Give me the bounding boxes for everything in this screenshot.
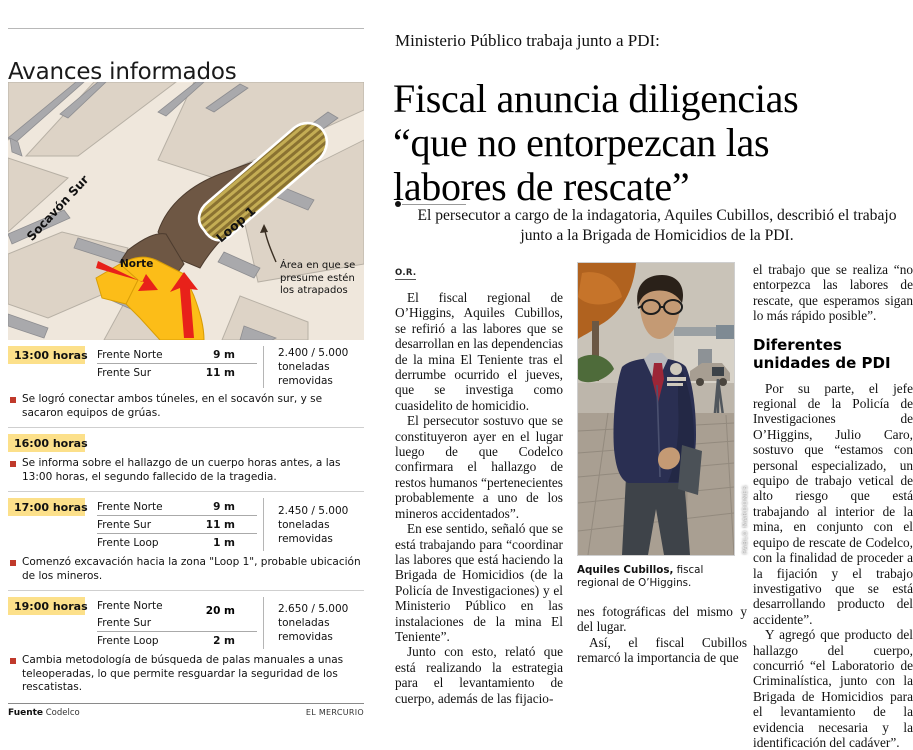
article-panel: Ministerio Público trabaja junto a PDI: … <box>388 0 913 750</box>
front-value: 9 m <box>213 500 235 513</box>
publisher-mark: EL MERCURIO <box>305 708 364 717</box>
photo-credit: PABLO MARDONES <box>741 484 749 554</box>
front-name: Frente Sur <box>97 616 152 629</box>
paragraph: El persecutor sostuvo que se constituyer… <box>395 413 563 521</box>
timeline-entry-1600: 16:00 horas Se informa sobre el hallazgo… <box>8 434 364 486</box>
divider <box>8 491 364 492</box>
table-row: Frente Sur <box>97 614 257 632</box>
caption-text: fiscal regional de O’Higgins. <box>577 564 704 589</box>
infographic-title: Avances informados <box>8 59 237 86</box>
timeline-entry-1900: 19:00 horas Frente Norte Frente Sur Fren… <box>8 597 364 697</box>
bullet-square-icon <box>10 658 16 664</box>
bullet-square-icon <box>10 397 16 403</box>
table-row: Frente Norte 9 m <box>97 498 257 516</box>
front-name: Frente Loop <box>97 536 159 549</box>
article-column-1: O.R. El fiscal regional de O’Higgins, Aq… <box>395 262 563 706</box>
article-deck: El persecutor a cargo de la indagatoria,… <box>417 207 897 244</box>
front-value: 11 m <box>205 518 235 531</box>
headline-line-1: Fiscal anuncia diligencias <box>393 75 799 121</box>
photo-aquiles-cubillos <box>577 262 735 556</box>
section-subheading: Diferentes unidades de PDI <box>753 335 891 372</box>
column-3-body: Por su parte, el jefe regional de la Pol… <box>753 381 913 750</box>
table-row: Frente Sur 11 m <box>97 364 257 381</box>
article-kicker: Ministerio Público trabaja junto a PDI: <box>395 31 660 50</box>
tons-removed: 2.650 / 5.000 toneladas removidas <box>263 597 364 649</box>
tons-removed: 2.400 / 5.000 toneladas removidas <box>263 346 364 388</box>
column-2-body: nes fotográficas del mismo y del lugar. … <box>577 604 747 666</box>
table-row: Frente Norte <box>97 597 257 614</box>
front-value: 1 m <box>213 536 235 549</box>
timeline-time-badge: 19:00 horas <box>8 597 88 615</box>
timeline-time-badge: 16:00 horas <box>8 434 88 452</box>
front-name: Frente Sur <box>97 366 152 379</box>
bullet-square-icon <box>10 461 16 467</box>
photo-figure: PABLO MARDONES <box>577 262 749 558</box>
paragraph: Y agregó que producto del hallazgo del c… <box>753 627 913 750</box>
timeline-note-text: Se informa sobre el hallazgo de un cuerp… <box>22 457 341 483</box>
timeline-note: Cambia metodología de búsqueda de palas … <box>8 654 364 695</box>
article-column-3: el trabajo que se realiza “no entorpezca… <box>753 262 913 750</box>
timeline-note-text: Se logró conectar ambos túneles, en el s… <box>22 393 323 419</box>
tons-removed: 2.450 / 5.000 toneladas removidas <box>263 498 364 551</box>
infographic-top-rule <box>8 28 364 29</box>
paragraph: Por su parte, el jefe regional de la Pol… <box>753 380 913 627</box>
table-row: Frente Loop 2 m <box>97 632 257 649</box>
headline-line-3: labores de rescate” <box>393 163 690 209</box>
source-value: Codelco <box>45 707 80 718</box>
table-row: Frente Loop 1 m <box>97 534 257 551</box>
timeline-entry-1700: 17:00 horas Frente Norte 9 m Frente Sur … <box>8 498 364 585</box>
timeline-note-text: Cambia metodología de búsqueda de palas … <box>22 654 344 693</box>
front-name: Frente Sur <box>97 518 152 531</box>
map-callout-trapped-area: Área en que se presume estén los atrapad… <box>280 260 356 297</box>
divider <box>8 427 364 428</box>
byline: O.R. <box>395 268 417 280</box>
front-value-merged: 20 m <box>205 605 235 617</box>
photo-caption: Aquiles Cubillos, fiscal regional de O’H… <box>577 564 743 590</box>
page-title: Fiscal anuncia diligencias “que no entor… <box>393 75 913 209</box>
front-name: Frente Loop <box>97 634 159 647</box>
article-column-2: PABLO MARDONES Aquiles Cubillos, fiscal … <box>577 262 749 666</box>
column-3-intro: el trabajo que se realiza “no entorpezca… <box>753 262 913 324</box>
front-value: 11 m <box>205 366 235 379</box>
infographic-panel: Avances informados <box>0 0 372 718</box>
front-name: Frente Norte <box>97 348 163 361</box>
paragraph: nes fotográficas del mismo y del lugar. <box>577 604 747 635</box>
timeline-table: 13:00 horas Frente Norte 9 m Frente Sur … <box>8 346 364 718</box>
deck-rule <box>395 200 467 209</box>
front-value: 9 m <box>213 348 235 361</box>
front-name: Frente Norte <box>97 599 163 612</box>
headline-line-2: “que no entorpezcan las <box>393 119 770 165</box>
paragraph: el trabajo que se realiza “no entorpezca… <box>753 262 913 324</box>
table-row: Frente Sur 11 m <box>97 516 257 534</box>
column-1-body: El fiscal regional de O’Higgins, Aquiles… <box>395 290 563 706</box>
paragraph: Junto con esto, relató que está realizan… <box>395 644 563 706</box>
timeline-time-badge: 17:00 horas <box>8 498 88 516</box>
timeline-note: Se informa sobre el hallazgo de un cuerp… <box>8 457 364 484</box>
paragraph: Así, el fiscal Cubillos remarcó la impor… <box>577 634 747 666</box>
timeline-note: Se logró conectar ambos túneles, en el s… <box>8 393 364 420</box>
divider <box>8 590 364 591</box>
caption-subject: Aquiles Cubillos, <box>577 564 674 576</box>
table-row: Frente Norte 9 m <box>97 346 257 364</box>
front-value: 2 m <box>213 634 235 647</box>
mine-map: Socavón Sur Loop 1 Norte Sur Área en que… <box>8 82 364 340</box>
divider <box>8 702 364 704</box>
source-label: Fuente <box>8 707 44 718</box>
mine-map-graphic <box>8 82 364 340</box>
timeline-note-text: Comenzó excavación hacia la zona "Loop 1… <box>22 556 361 582</box>
article-columns: O.R. El fiscal regional de O’Higgins, Aq… <box>395 262 913 750</box>
paragraph: El fiscal regional de O’Higgins, Aquiles… <box>395 290 563 413</box>
bullet-dot-icon <box>395 201 401 207</box>
paragraph: En ese sentido, señaló que se está traba… <box>395 521 563 644</box>
timeline-note: Comenzó excavación hacia la zona "Loop 1… <box>8 556 364 583</box>
timeline-entry-1300: 13:00 horas Frente Norte 9 m Frente Sur … <box>8 346 364 422</box>
source-row: Fuente Codelco EL MERCURIO <box>8 708 364 718</box>
bullet-square-icon <box>10 560 16 566</box>
timeline-time-badge: 13:00 horas <box>8 346 88 364</box>
front-name: Frente Norte <box>97 500 163 513</box>
